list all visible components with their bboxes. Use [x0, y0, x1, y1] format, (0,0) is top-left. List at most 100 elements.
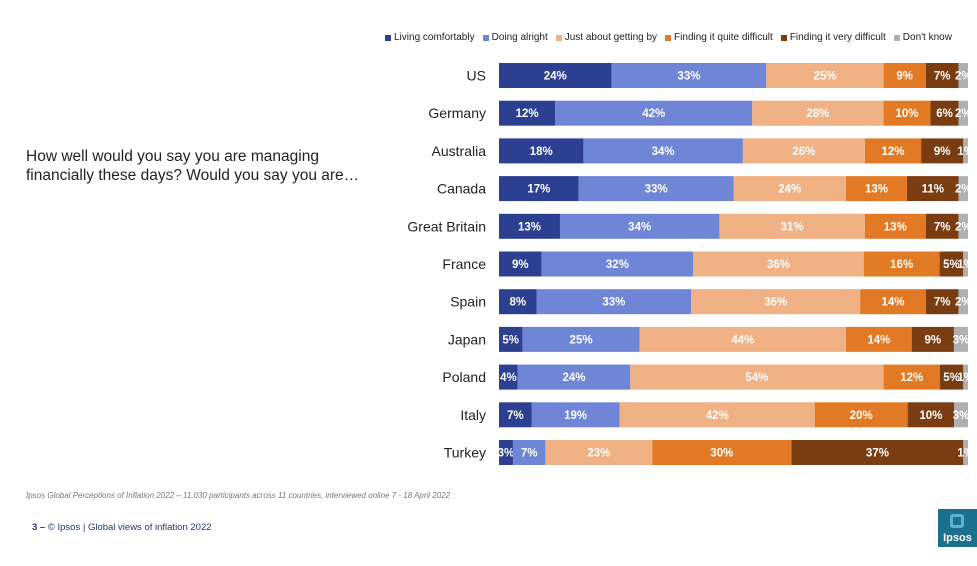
data-label: 16% [890, 259, 913, 271]
bar-segment [652, 440, 792, 465]
footer: 3 – © Ipsos | Global views of inflation … [32, 522, 212, 533]
bar-segment [864, 138, 922, 164]
chart-legend: Living comfortably Doing alright Just abou… [385, 32, 952, 43]
category-label: Canada [437, 181, 486, 197]
data-label: 12% [881, 146, 904, 158]
data-label: 7% [934, 71, 951, 83]
bar-segment [958, 213, 968, 239]
data-label: 2% [955, 221, 972, 233]
bar-segment [541, 251, 694, 277]
data-label: 7% [521, 448, 538, 460]
legend-label: Living comfortably [394, 32, 475, 43]
bar-segment [742, 138, 865, 164]
data-label: 42% [642, 108, 665, 120]
data-label: 18% [530, 146, 553, 158]
legend-label: Doing alright [491, 32, 548, 43]
data-label: 9% [896, 71, 913, 83]
data-label: 1% [957, 448, 974, 460]
bar-segment [958, 289, 968, 315]
footer-text: © Ipsos | Global views of inflation 2022 [47, 522, 212, 533]
bar-segment [499, 138, 584, 164]
data-label: 1% [957, 372, 974, 384]
bar-segment [578, 176, 734, 202]
legend-label: Just about getting by [564, 32, 658, 43]
legend-swatch [893, 34, 900, 41]
bar-segment [555, 100, 753, 126]
footnote: Ipsos Global Perceptions of Inflation 20… [26, 491, 451, 500]
bar-segment [499, 176, 579, 202]
data-label: 30% [710, 448, 733, 460]
page-number: 3 – [32, 522, 46, 533]
data-label: 42% [706, 410, 729, 422]
category-label: Poland [442, 369, 486, 385]
bar-segment [499, 63, 612, 88]
data-label: 23% [587, 448, 610, 460]
data-label: 14% [881, 297, 904, 309]
data-label: 36% [767, 259, 790, 271]
category-label: Turkey [444, 445, 486, 461]
bar-segment [864, 213, 926, 239]
bar-segment [958, 63, 968, 88]
data-label: 9% [512, 259, 529, 271]
bar-segment [958, 176, 968, 202]
data-label: 5% [943, 372, 960, 384]
bar-segment [752, 100, 884, 126]
bar-segment [766, 63, 884, 88]
category-label: Spain [450, 294, 486, 310]
bar-segment [499, 326, 523, 352]
data-label: 17% [527, 184, 550, 196]
data-label: 24% [563, 372, 586, 384]
data-label: 8% [509, 297, 526, 309]
data-label: 2% [955, 71, 972, 83]
data-label: 3% [953, 334, 970, 346]
bar-segment [499, 251, 542, 277]
bar-segment [939, 364, 964, 390]
legend-label: Finding it quite difficult [674, 32, 773, 43]
bar-segment [512, 440, 546, 465]
legend-item: Finding it very difficult [780, 32, 886, 43]
data-label: 11% [922, 184, 944, 196]
data-label: 20% [850, 410, 873, 422]
data-label: 7% [934, 297, 951, 309]
bar-segment [499, 364, 518, 390]
bar-segment [545, 440, 653, 465]
data-label: 4% [500, 372, 517, 384]
bar-segment [907, 176, 959, 202]
bar-segment [925, 289, 959, 315]
data-label: 2% [955, 108, 972, 120]
data-label: 33% [602, 297, 625, 309]
bar-segment [499, 289, 537, 315]
data-label: 33% [677, 71, 700, 83]
data-label: 36% [764, 297, 787, 309]
bar-segment [907, 402, 955, 428]
legend-item: Finding it quite difficult [665, 32, 773, 43]
data-label: 2% [955, 297, 972, 309]
category-label: Italy [460, 407, 486, 423]
bar-segment [611, 63, 767, 88]
legend-item: Living comfortably [385, 32, 475, 43]
bar-segment [630, 364, 884, 390]
data-label: 33% [645, 184, 668, 196]
stacked-bar-chart: US 24% 33% 25% 9% 7% 2%Germany 12% 42% 28% 10% 6% 2%… [407, 63, 974, 465]
data-label: 12% [900, 372, 923, 384]
bar-segment [517, 364, 631, 390]
bar-segment [883, 63, 926, 88]
data-label: 3% [953, 410, 970, 422]
bar-segment [639, 326, 847, 352]
data-label: 13% [884, 221, 907, 233]
data-label: 34% [652, 146, 675, 158]
legend-item: Just about getting by [555, 32, 658, 43]
bar-segment [921, 138, 964, 164]
data-label: 2% [955, 184, 972, 196]
data-label: 13% [518, 221, 541, 233]
bar-segment [958, 100, 968, 126]
bar-segment [963, 364, 968, 390]
data-label: 10% [896, 108, 919, 120]
bar-segment [619, 402, 815, 428]
data-label: 26% [792, 146, 815, 158]
bar-segment [953, 326, 968, 352]
bar-segment [963, 251, 968, 277]
ipsos-logo: Ipsos [938, 509, 977, 547]
bar-segment [559, 213, 720, 239]
legend-swatch [555, 34, 562, 41]
